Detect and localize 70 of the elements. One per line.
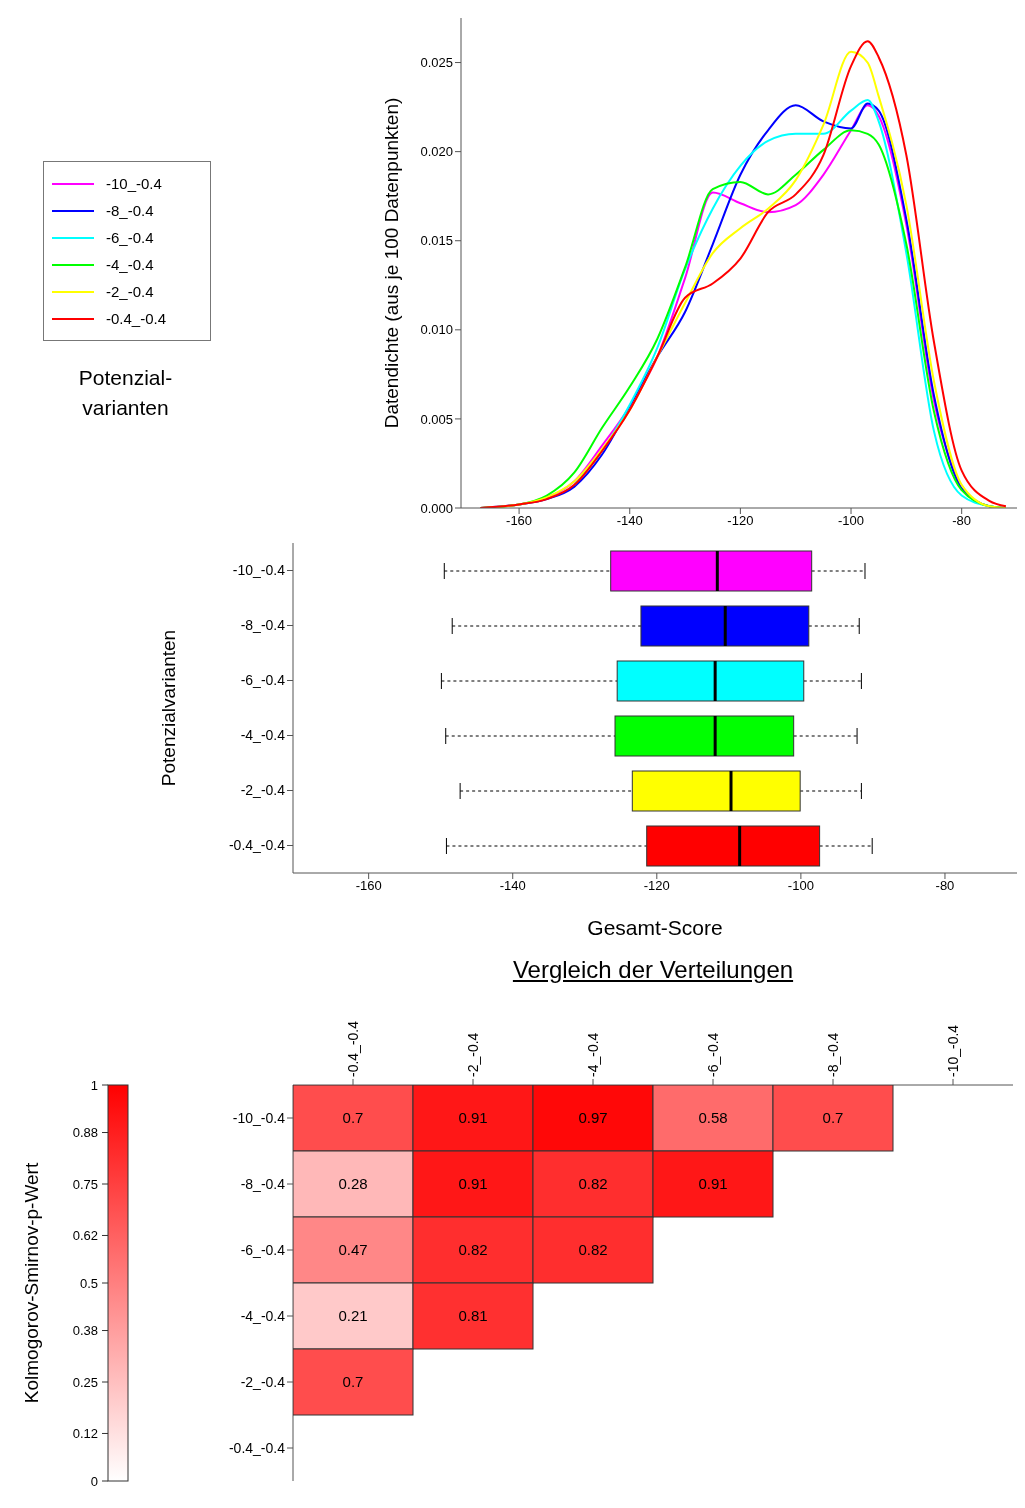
x-tick-label: -120 — [643, 878, 670, 894]
y-tick-label: -0.4_-0.4 — [228, 837, 286, 854]
legend-label: -0.4_-0.4 — [106, 310, 167, 327]
y-tick-label: -6_-0.4 — [240, 672, 286, 689]
x-tick-label: -4_-0.4 — [584, 1032, 601, 1077]
y-tick-label: 0.010 — [420, 322, 453, 338]
legend-label: -10_-0.4 — [106, 175, 162, 192]
x-tick-label: -100 — [838, 513, 865, 529]
color-bar-label: 1 — [90, 1077, 98, 1093]
data-label: 0.21 — [338, 1307, 368, 1325]
color-bar-label: 0.38 — [72, 1323, 98, 1339]
y-tick-label: -2_-0.4 — [240, 1373, 286, 1390]
x-tick-label: -160 — [506, 513, 533, 529]
y-axis-title: Datendichte (aus je 100 Datenpunkten) — [380, 97, 402, 429]
x-tick-label: -120 — [727, 513, 754, 529]
data-label: 0.28 — [338, 1175, 368, 1193]
legend-label: -4_-0.4 — [106, 256, 154, 273]
x-tick-label: -80 — [935, 878, 955, 894]
data-label: 0.82 — [578, 1241, 608, 1259]
y-tick-label: -10_-0.4 — [232, 1109, 286, 1126]
color-bar-label: 0 — [90, 1473, 98, 1489]
x-tick-label: -80 — [952, 513, 972, 529]
color-bar-label: 0.75 — [72, 1176, 98, 1192]
color-bar-label: 0.12 — [72, 1426, 98, 1442]
y-tick-label: -4_-0.4 — [240, 727, 286, 744]
data-label: 0.82 — [458, 1241, 488, 1259]
x-tick-label: -2_-0.4 — [464, 1032, 481, 1077]
y-axis-title: Potenzialvarianten — [157, 629, 179, 787]
color-bar-title: Kolmogorov-Smirnov-p-Wert — [21, 1162, 42, 1404]
chart-title: Vergleich der Verteilungen — [511, 956, 795, 984]
data-label: 0.58 — [698, 1109, 728, 1127]
legend-label: -8_-0.4 — [106, 202, 154, 219]
y-tick-label: 0.000 — [420, 500, 453, 516]
legend-label: -6_-0.4 — [106, 229, 154, 246]
legend-title: Potenzial-varianten — [77, 365, 174, 421]
y-tick-label: -10_-0.4 — [232, 562, 286, 579]
data-label: 0.82 — [578, 1175, 608, 1193]
x-tick-label: -0.4_-0.4 — [344, 1020, 361, 1077]
legend-label: -2_-0.4 — [106, 283, 154, 300]
data-label: 0.7 — [822, 1109, 844, 1127]
data-label: 0.81 — [458, 1307, 488, 1325]
data-label: 0.91 — [458, 1175, 488, 1193]
y-tick-label: -6_-0.4 — [240, 1241, 286, 1258]
x-tick-label: -140 — [499, 878, 526, 894]
x-tick-label: -140 — [616, 513, 643, 529]
y-tick-label: -8_-0.4 — [240, 1175, 286, 1192]
color-bar-label: 0.25 — [72, 1374, 98, 1390]
data-label: 0.47 — [338, 1241, 368, 1259]
data-label: 0.97 — [578, 1109, 608, 1127]
x-tick-label: -100 — [787, 878, 814, 894]
y-tick-label: -2_-0.4 — [240, 782, 286, 799]
y-tick-label: 0.025 — [420, 55, 453, 71]
x-tick-label: -8_-0.4 — [824, 1032, 841, 1077]
y-tick-label: -4_-0.4 — [240, 1307, 286, 1324]
color-bar-label: 0.88 — [72, 1125, 98, 1141]
y-tick-label: -8_-0.4 — [240, 617, 286, 634]
y-tick-label: 0.015 — [420, 233, 453, 249]
y-tick-label: 0.020 — [420, 144, 453, 160]
color-bar-label: 0.5 — [79, 1275, 98, 1291]
x-axis-title: Gesamt-Score — [587, 916, 723, 939]
data-label: 0.91 — [698, 1175, 728, 1193]
x-tick-label: -6_-0.4 — [704, 1032, 721, 1077]
y-tick-label: -0.4_-0.4 — [228, 1439, 286, 1456]
data-label: 0.7 — [342, 1109, 364, 1127]
color-bar-label: 0.62 — [72, 1228, 98, 1244]
x-tick-label: -160 — [355, 878, 382, 894]
data-label: 0.91 — [458, 1109, 488, 1127]
x-tick-label: -10_-0.4 — [944, 1024, 961, 1077]
y-tick-label: 0.005 — [420, 411, 453, 427]
data-label: 0.7 — [342, 1373, 364, 1391]
